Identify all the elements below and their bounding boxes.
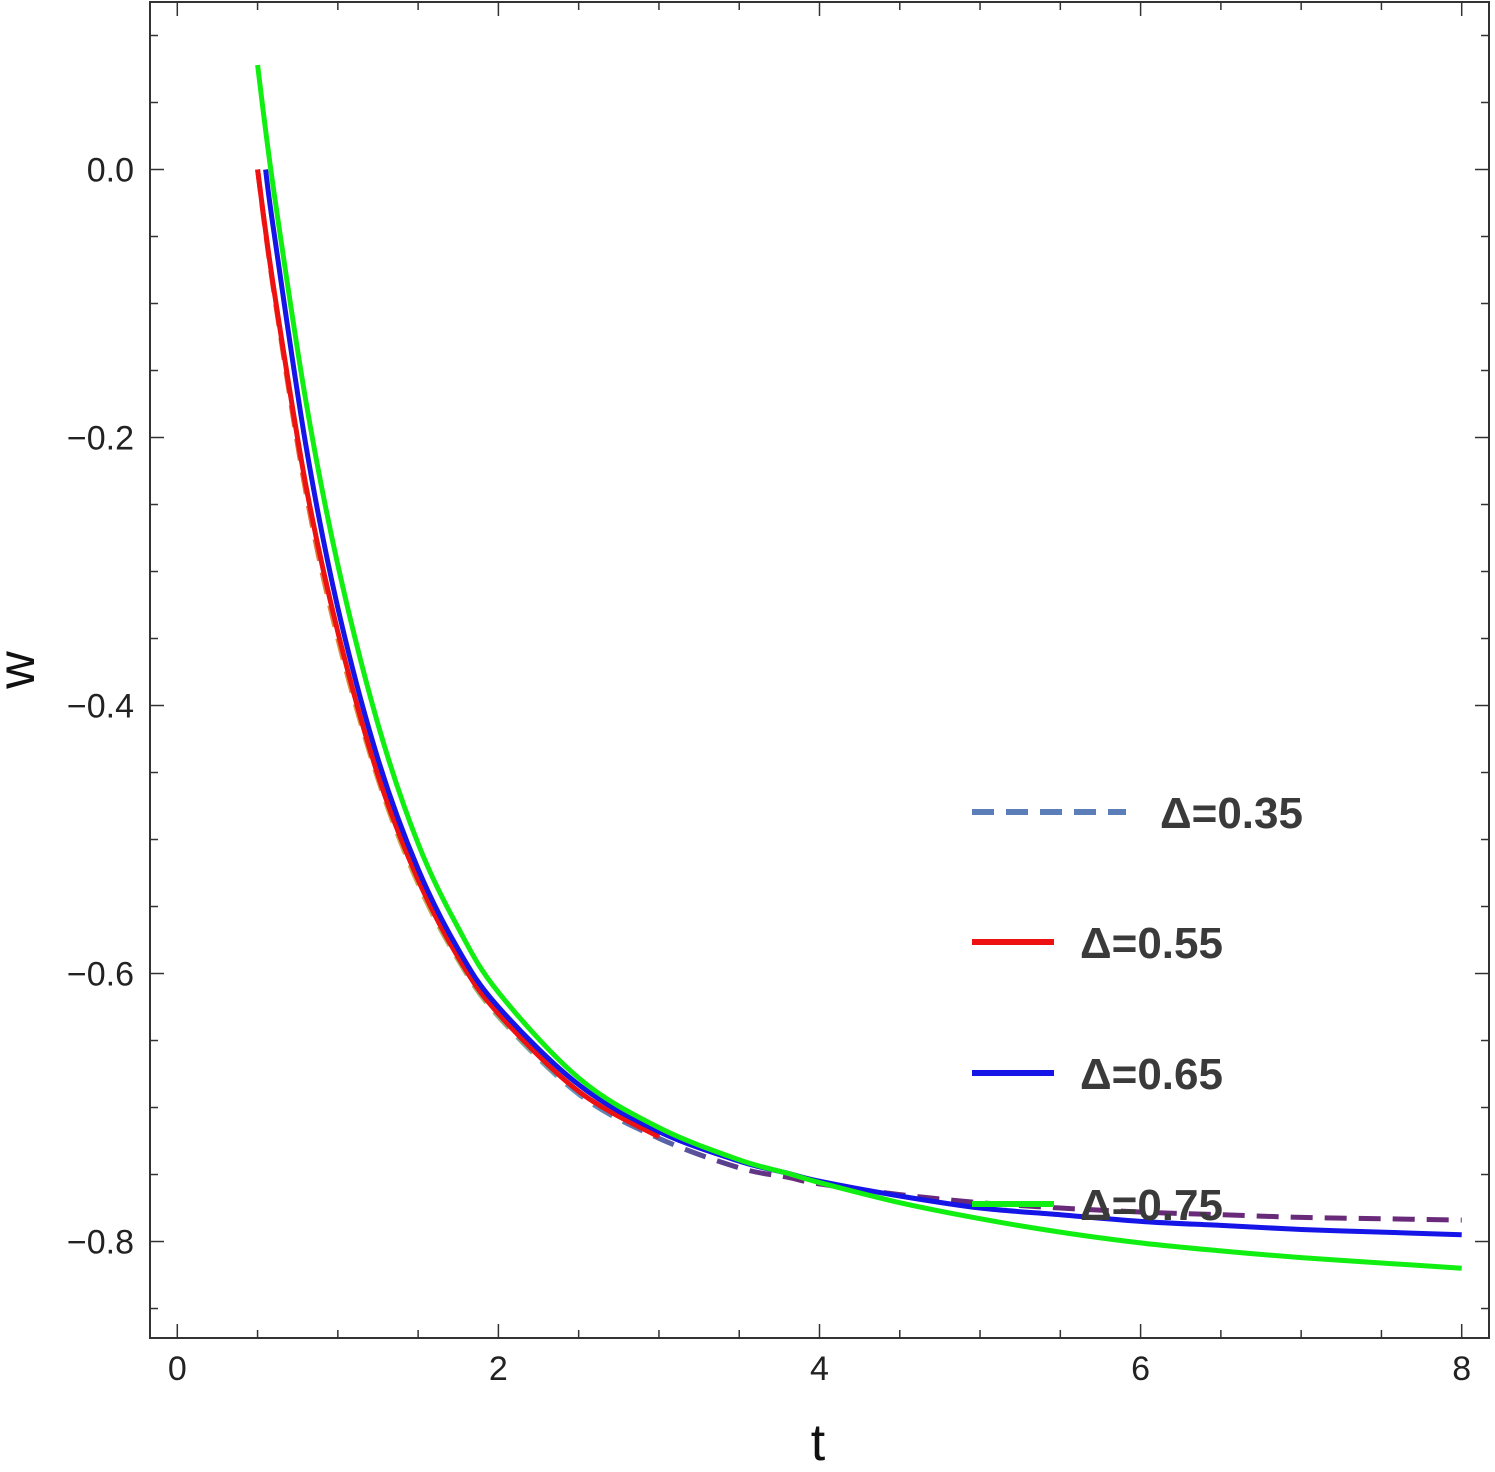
legend: Δ=0.35 Δ=0.55 Δ=0.65 Δ=0.75: [972, 789, 1303, 1230]
y-tick-label: 0.0: [87, 152, 134, 190]
x-tick-label: 0: [168, 1350, 187, 1388]
legend-label-3: Δ=0.75: [1080, 1181, 1223, 1230]
y-tick-label: −0.4: [67, 688, 134, 726]
series-line-2: [263, 169, 1462, 1238]
series-line-0: [255, 169, 1462, 1223]
x-tick-label: 4: [810, 1350, 829, 1388]
y-tick-label: −0.6: [67, 956, 134, 994]
series-line-3: [255, 64, 1462, 1271]
axis-ticks: [150, 2, 1489, 1338]
x-tick-label: 6: [1131, 1350, 1150, 1388]
series-layer: [255, 64, 1462, 1271]
x-tick-label: 2: [489, 1350, 508, 1388]
tick-labels: 0 2 4 6 8 0.0 −0.2 −0.4 −0.6 −0.8: [67, 152, 1471, 1388]
legend-label-0: Δ=0.35: [1160, 789, 1303, 838]
x-axis-title: t: [811, 1414, 826, 1472]
x-tick-label: 8: [1452, 1350, 1471, 1388]
y-tick-label: −0.8: [67, 1224, 134, 1262]
legend-label-2: Δ=0.65: [1080, 1050, 1223, 1099]
y-tick-label: −0.2: [67, 420, 134, 458]
y-axis-title: w: [0, 651, 46, 690]
series-line-1: [255, 169, 661, 1140]
legend-label-1: Δ=0.55: [1080, 919, 1223, 968]
